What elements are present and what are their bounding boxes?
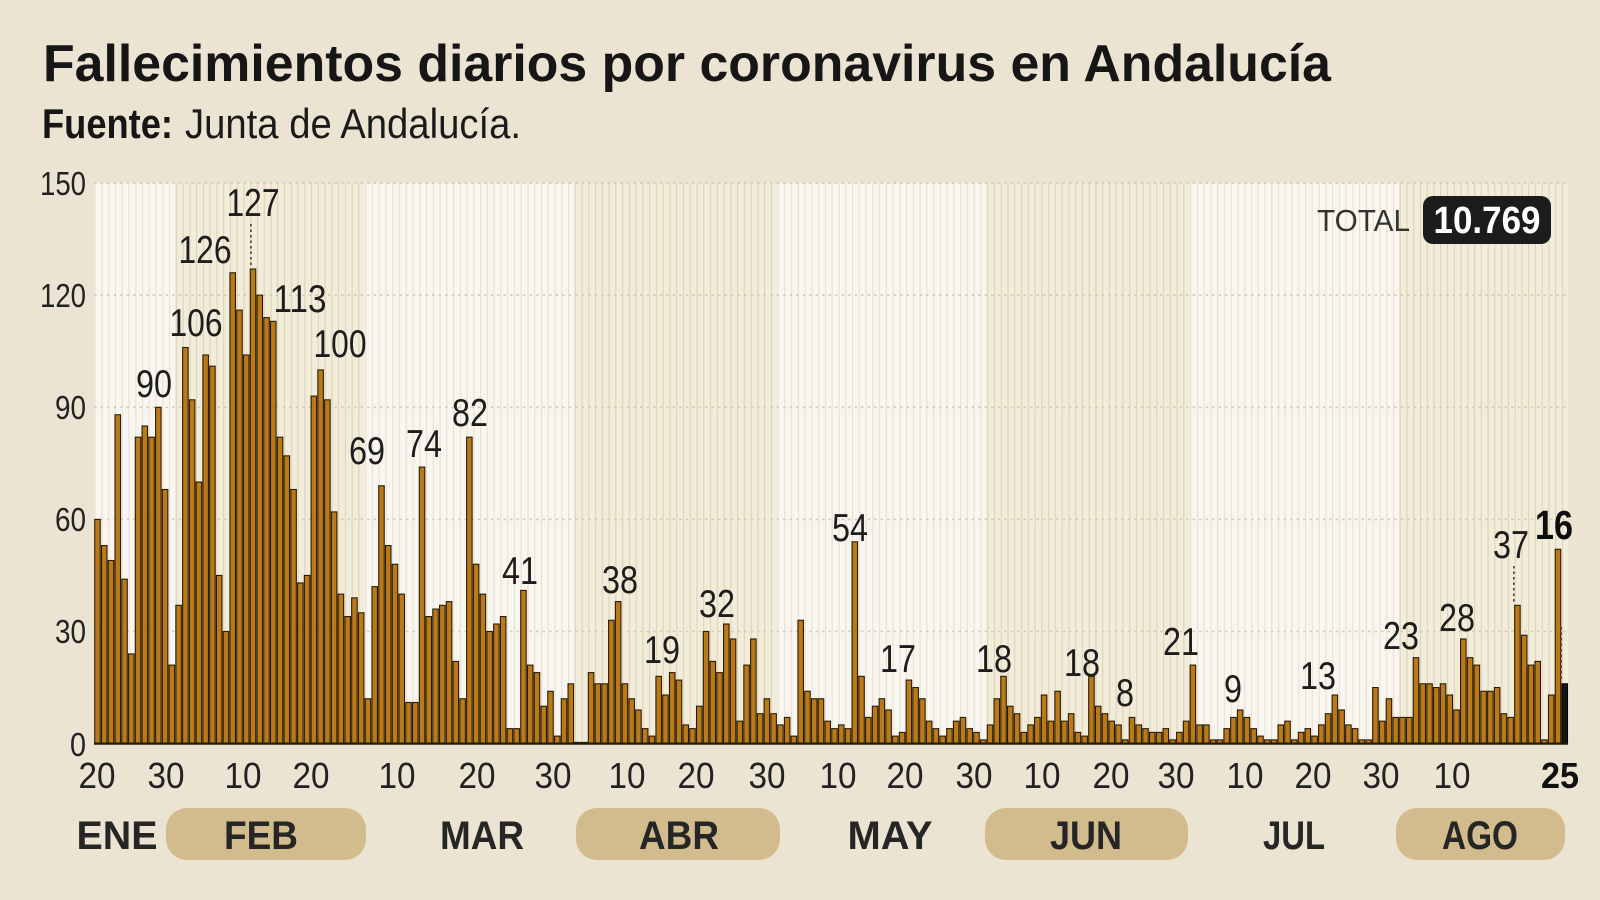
svg-text:10: 10 (379, 755, 416, 796)
svg-text:MAY: MAY (848, 814, 933, 858)
svg-text:126: 126 (179, 229, 232, 272)
svg-text:9: 9 (1224, 668, 1242, 711)
svg-text:0: 0 (70, 726, 86, 763)
svg-text:30: 30 (1158, 755, 1195, 796)
svg-text:10: 10 (1434, 755, 1471, 796)
svg-text:Fallecimientos diarios por cor: Fallecimientos diarios por coronavirus e… (43, 34, 1331, 92)
svg-text:17: 17 (880, 638, 916, 681)
svg-text:30: 30 (1363, 755, 1400, 796)
svg-text:18: 18 (976, 638, 1012, 681)
svg-text:90: 90 (136, 363, 172, 406)
svg-text:60: 60 (55, 501, 86, 538)
svg-text:113: 113 (274, 278, 327, 321)
svg-text:16: 16 (1535, 502, 1573, 548)
svg-text:MAR: MAR (440, 814, 524, 858)
svg-text:37: 37 (1493, 524, 1529, 567)
svg-text:28: 28 (1439, 597, 1475, 640)
svg-text:69: 69 (349, 430, 385, 473)
svg-text:32: 32 (699, 583, 735, 626)
svg-text:13: 13 (1300, 655, 1336, 698)
svg-text:82: 82 (452, 392, 488, 435)
svg-text:127: 127 (227, 182, 280, 225)
svg-text:TOTAL: TOTAL (1317, 203, 1410, 238)
svg-text:20: 20 (1093, 755, 1130, 796)
svg-text:ABR: ABR (639, 814, 719, 858)
svg-text:20: 20 (293, 755, 330, 796)
svg-text:30: 30 (956, 755, 993, 796)
svg-text:150: 150 (40, 165, 86, 202)
svg-text:20: 20 (79, 755, 116, 796)
svg-text:30: 30 (148, 755, 185, 796)
svg-text:10: 10 (609, 755, 646, 796)
svg-text:10.769: 10.769 (1434, 200, 1541, 242)
svg-text:30: 30 (55, 613, 86, 650)
svg-text:38: 38 (602, 559, 638, 602)
svg-text:JUL: JUL (1263, 814, 1325, 858)
svg-text:20: 20 (459, 755, 496, 796)
svg-text:ENE: ENE (77, 814, 158, 858)
svg-text:54: 54 (832, 507, 868, 550)
svg-text:JUN: JUN (1050, 814, 1122, 858)
svg-text:20: 20 (678, 755, 715, 796)
svg-text:19: 19 (644, 629, 680, 672)
svg-text:30: 30 (749, 755, 786, 796)
svg-text:10: 10 (1227, 755, 1264, 796)
svg-text:25: 25 (1541, 755, 1579, 796)
svg-text:FEB: FEB (224, 814, 298, 858)
svg-text:10: 10 (225, 755, 262, 796)
svg-text:18: 18 (1064, 642, 1100, 685)
svg-text:10: 10 (1024, 755, 1061, 796)
svg-text:8: 8 (1116, 672, 1134, 715)
svg-text:90: 90 (55, 389, 86, 426)
svg-text:106: 106 (170, 302, 223, 345)
svg-text:30: 30 (535, 755, 572, 796)
svg-text:74: 74 (406, 423, 442, 466)
svg-text:Fuente:: Fuente: (42, 100, 173, 147)
svg-text:41: 41 (502, 550, 538, 593)
svg-text:120: 120 (40, 277, 86, 314)
svg-text:21: 21 (1163, 621, 1199, 664)
svg-text:10: 10 (820, 755, 857, 796)
svg-text:AGO: AGO (1442, 814, 1518, 858)
svg-text:23: 23 (1383, 615, 1419, 658)
svg-text:100: 100 (314, 323, 367, 366)
svg-text:20: 20 (887, 755, 924, 796)
svg-text:20: 20 (1295, 755, 1332, 796)
svg-text:Junta de Andalucía.: Junta de Andalucía. (185, 100, 521, 147)
